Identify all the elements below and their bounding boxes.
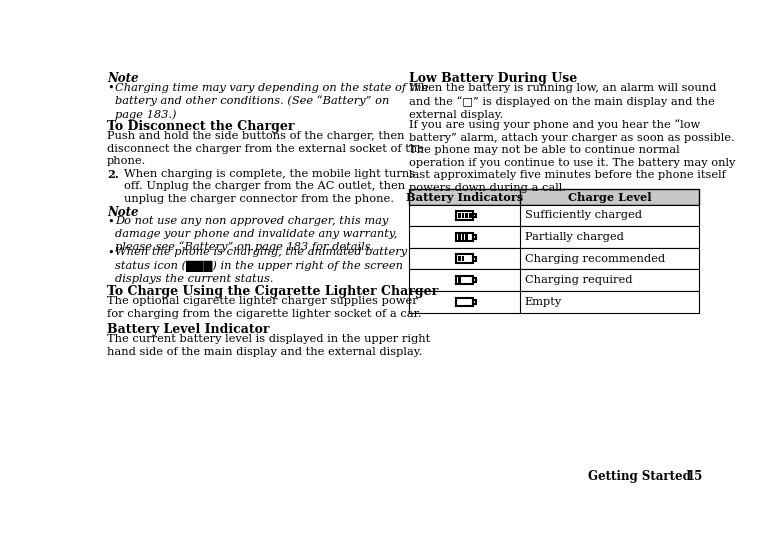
Bar [462,256,464,261]
Text: Charging required: Charging required [525,275,633,285]
Bar [458,234,460,240]
Bar [474,257,476,261]
Bar [410,205,698,226]
Text: 2.: 2. [107,169,119,180]
Text: Note: Note [107,72,139,85]
Bar [458,278,460,283]
Text: Do not use any non approved charger, this may
damage your phone and invalidate a: Do not use any non approved charger, thi… [115,217,397,252]
Text: When charging is complete, the mobile light turns
off. Unplug the charger from t: When charging is complete, the mobile li… [124,169,415,204]
Text: Low Battery During Use: Low Battery During Use [410,72,578,85]
Text: •: • [107,247,114,257]
Text: 15: 15 [687,469,703,483]
Bar [458,256,460,261]
Bar [410,248,698,269]
Text: Charging recommended: Charging recommended [525,253,665,263]
Bar [410,190,698,205]
Text: To Charge Using the Cigarette Lighter Charger: To Charge Using the Cigarette Lighter Ch… [107,285,438,298]
Bar [410,291,698,312]
Bar [462,213,464,218]
Bar [458,213,460,218]
Text: Battery Indicators: Battery Indicators [406,192,524,203]
Bar [462,234,464,240]
Bar [410,269,698,291]
Text: Sufficiently charged: Sufficiently charged [525,210,642,220]
Bar [465,234,468,240]
Text: Charge Level: Charge Level [568,192,651,203]
Text: Note: Note [107,206,139,219]
Text: The optional cigarette lighter charger supplies power
for charging from the ciga: The optional cigarette lighter charger s… [107,296,422,318]
Bar [456,255,474,263]
Text: Charging time may vary depending on the state of the
battery and other condition: Charging time may vary depending on the … [115,83,428,120]
Bar [456,211,474,220]
Bar [469,213,472,218]
Bar [474,214,476,218]
Text: The current battery level is displayed in the upper right
hand side of the main : The current battery level is displayed i… [107,334,431,356]
Text: When the battery is running low, an alarm will sound
and the “□” is displayed on: When the battery is running low, an alar… [410,83,716,120]
Text: Getting Started: Getting Started [589,469,691,483]
Text: Empty: Empty [525,297,562,307]
Bar [474,300,476,304]
Bar [456,276,474,284]
Text: To Disconnect the Charger: To Disconnect the Charger [107,120,294,133]
Bar [456,298,474,306]
Bar [410,226,698,248]
Bar [456,233,474,241]
Bar [465,213,468,218]
Text: When the phone is charging, the animated battery
status icon (███) in the upper : When the phone is charging, the animated… [115,247,407,284]
Text: Partially charged: Partially charged [525,232,624,242]
Text: If you are using your phone and you hear the “low
battery” alarm, attach your ch: If you are using your phone and you hear… [410,119,736,193]
Text: Push and hold the side buttons of the charger, then
disconnect the charger from : Push and hold the side buttons of the ch… [107,131,424,166]
Bar [474,278,476,282]
Bar [474,235,476,239]
Text: Battery Level Indicator: Battery Level Indicator [107,323,269,336]
Text: •: • [107,217,114,226]
Text: •: • [107,83,114,93]
